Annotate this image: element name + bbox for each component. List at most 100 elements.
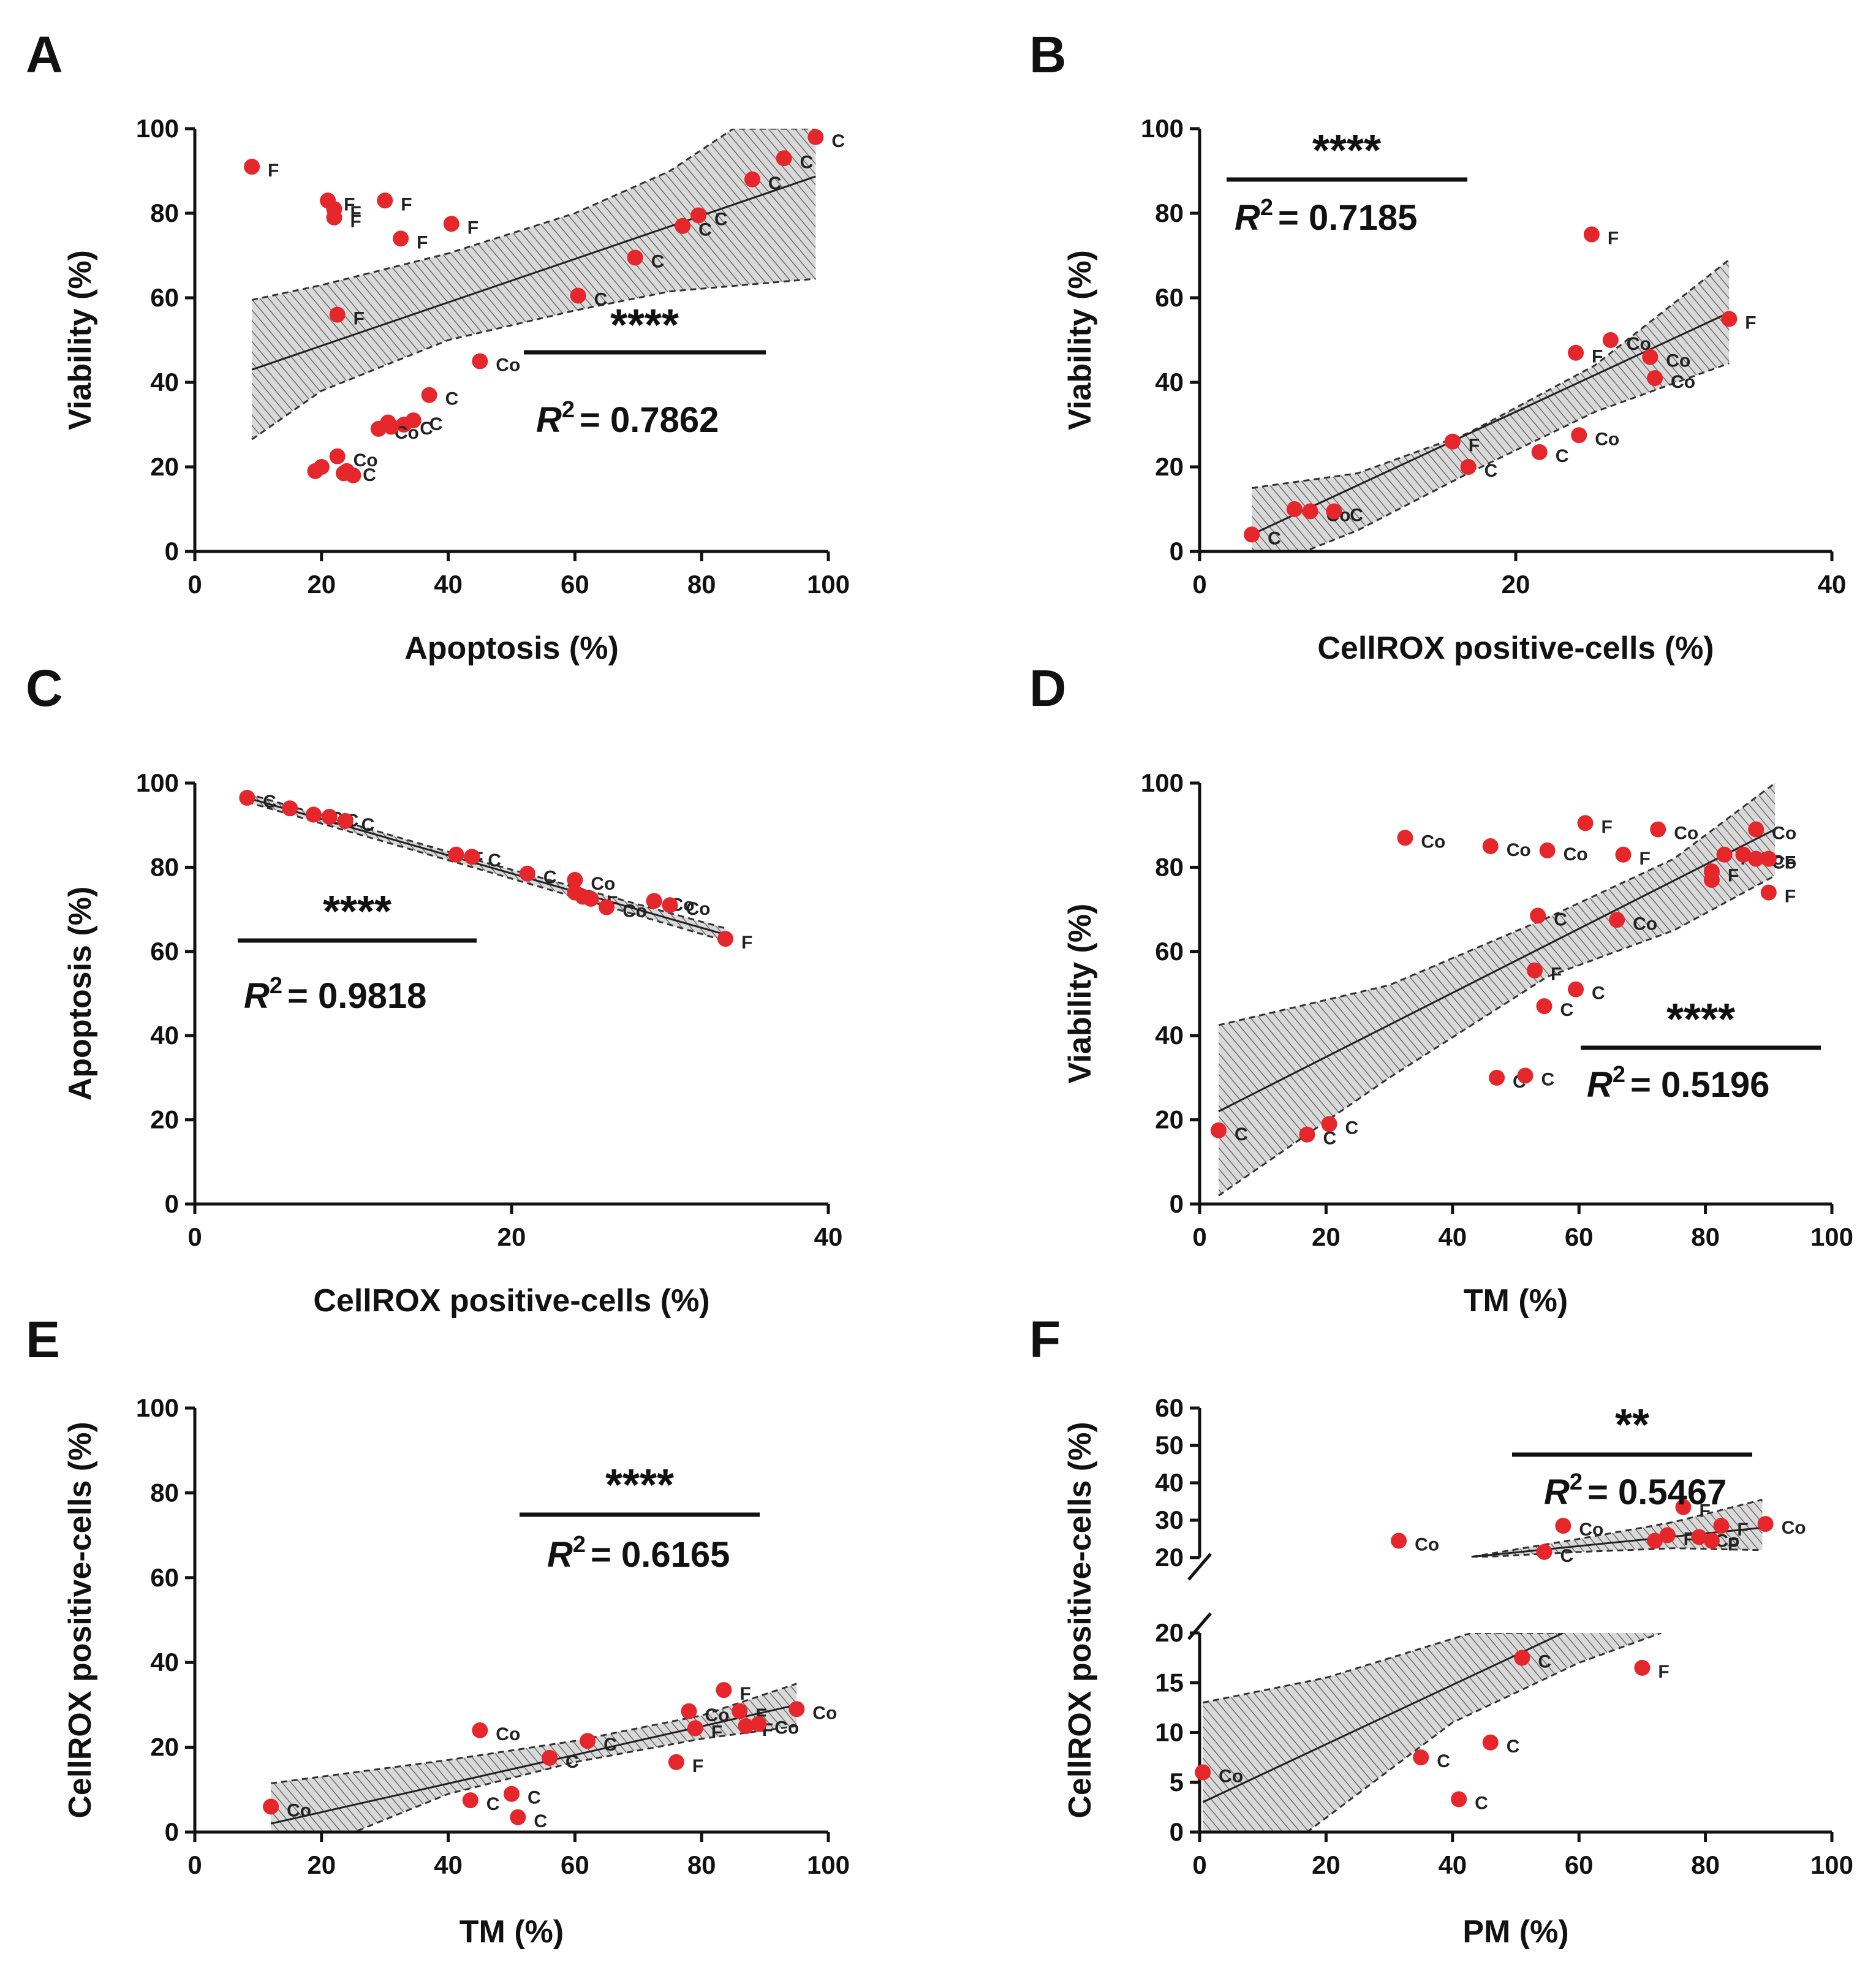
r-squared-symbol: R: [547, 1535, 573, 1575]
y-tick-label: 80: [1155, 199, 1184, 227]
data-point: [1526, 962, 1543, 979]
point-label: Co: [1666, 351, 1690, 371]
data-point: [738, 1718, 754, 1734]
point-label: C: [1437, 1751, 1450, 1771]
x-axis-title: PM (%): [1462, 1914, 1568, 1950]
point-label: C: [594, 290, 608, 310]
data-point: [1642, 349, 1659, 365]
panel-d: D Viability (%) TM (%) 0 20 40 60 80 100 0 20 40 60 8…: [1029, 659, 1853, 1319]
data-point: [1602, 332, 1619, 348]
data-point: [1489, 1069, 1505, 1086]
x-tick-label: 100: [1810, 1222, 1853, 1251]
x-tick-label: 0: [187, 1850, 202, 1879]
point-label: F: [344, 194, 355, 214]
data-point: [662, 897, 678, 914]
y-tick-label: 80: [150, 852, 179, 881]
x-tick-label: 40: [814, 1222, 843, 1251]
data-point: [1555, 1518, 1572, 1534]
data-point: [329, 448, 346, 464]
data-point: [789, 1701, 805, 1717]
data-point: [751, 1716, 767, 1732]
data-point: [675, 218, 691, 234]
regression-line: [1251, 311, 1730, 536]
point-label: F: [268, 161, 279, 181]
point-label: F: [1658, 1662, 1669, 1682]
point-label: C: [1541, 1069, 1554, 1089]
x-tick-label: 40: [434, 1850, 463, 1879]
point-label: C: [1475, 1793, 1488, 1813]
panel-b: B Viability (%) CellROX positive-cells (%)…: [1029, 26, 1846, 666]
x-tick-label: 80: [1691, 1850, 1720, 1879]
axis-break-mark: [1187, 1612, 1212, 1640]
data-point: [472, 353, 488, 369]
y-tick-label: 60: [1155, 937, 1184, 966]
y-tick-label: 50: [1155, 1431, 1184, 1460]
point-label: C: [1538, 1652, 1551, 1672]
r-squared-exponent: 2: [1613, 1062, 1625, 1088]
regression-line-upper: [1471, 1526, 1763, 1558]
data-point: [1195, 1764, 1211, 1781]
data-point: [1748, 850, 1764, 867]
plot-area-upper: [1471, 1498, 1763, 1558]
y-tick-label: 20: [150, 1733, 179, 1762]
y-tick-label: 100: [136, 1393, 179, 1422]
data-point: [396, 417, 412, 433]
panel-label: B: [1029, 26, 1067, 83]
y-tick-label: 20: [1155, 1105, 1184, 1134]
point-label: C: [1350, 505, 1363, 525]
point-label: C: [800, 152, 814, 172]
y-tick-label: 100: [1141, 114, 1184, 143]
point-label: Co: [591, 874, 615, 894]
x-tick-label: 0: [1192, 1222, 1206, 1251]
point-label: C: [1556, 446, 1569, 466]
x-axis-title: CellROX positive-cells (%): [1317, 631, 1714, 666]
data-point: [443, 216, 460, 232]
r-squared-symbol: R: [1587, 1065, 1613, 1105]
y-tick-label: 40: [150, 1648, 179, 1676]
x-tick-label: 40: [1438, 1222, 1467, 1251]
data-point: [393, 230, 409, 247]
x-tick-label: 0: [187, 570, 202, 599]
y-tick-label: 0: [1170, 1189, 1184, 1218]
point-label: C: [420, 418, 433, 439]
x-axis-title: CellROX positive-cells (%): [313, 1283, 709, 1319]
point-label: F: [467, 218, 478, 238]
x-tick-label: 20: [497, 1222, 526, 1251]
data-point: [1482, 1734, 1499, 1751]
x-tick-label: 60: [561, 570, 589, 599]
x-tick-label: 80: [1691, 1222, 1720, 1251]
x-tick-label: 40: [434, 570, 463, 599]
point-label: C: [543, 868, 557, 888]
point-label: F: [1639, 849, 1650, 869]
x-tick-label: 60: [1565, 1222, 1594, 1251]
point-label: C: [361, 815, 375, 835]
y-axis-title: CellROX positive-cells (%): [62, 1422, 98, 1818]
r-squared-exponent: 2: [1260, 195, 1273, 221]
point-label: C: [486, 1794, 500, 1814]
y-tick-label: 20: [1155, 1543, 1184, 1572]
data-point: [421, 387, 437, 403]
y-tick-label: 100: [136, 768, 179, 797]
y-tick-label: 60: [150, 1563, 179, 1592]
y-tick-label: 60: [1155, 283, 1184, 312]
point-label: F: [1592, 347, 1603, 367]
point-label: Co: [496, 355, 520, 376]
data-point: [1748, 821, 1764, 838]
regression-line: [251, 175, 816, 371]
data-point: [542, 1749, 558, 1766]
point-label: C: [698, 220, 712, 240]
point-label: F: [1728, 1535, 1739, 1555]
point-label: F: [1785, 853, 1796, 873]
point-label: C: [1323, 1129, 1336, 1149]
x-tick-label: 20: [307, 570, 336, 599]
point-label: Co: [1671, 372, 1695, 392]
x-tick-label: 20: [1502, 570, 1530, 599]
confidence-band-upper-edge: [1218, 783, 1776, 1026]
data-point: [464, 849, 480, 865]
y-tick-label: 30: [1155, 1505, 1184, 1534]
r-squared-value: = 0.5467: [1587, 1472, 1727, 1512]
data-point: [1716, 846, 1733, 863]
plot-area: [251, 129, 816, 441]
point-label: Co: [287, 1800, 311, 1820]
panel-label: F: [1029, 1311, 1061, 1368]
